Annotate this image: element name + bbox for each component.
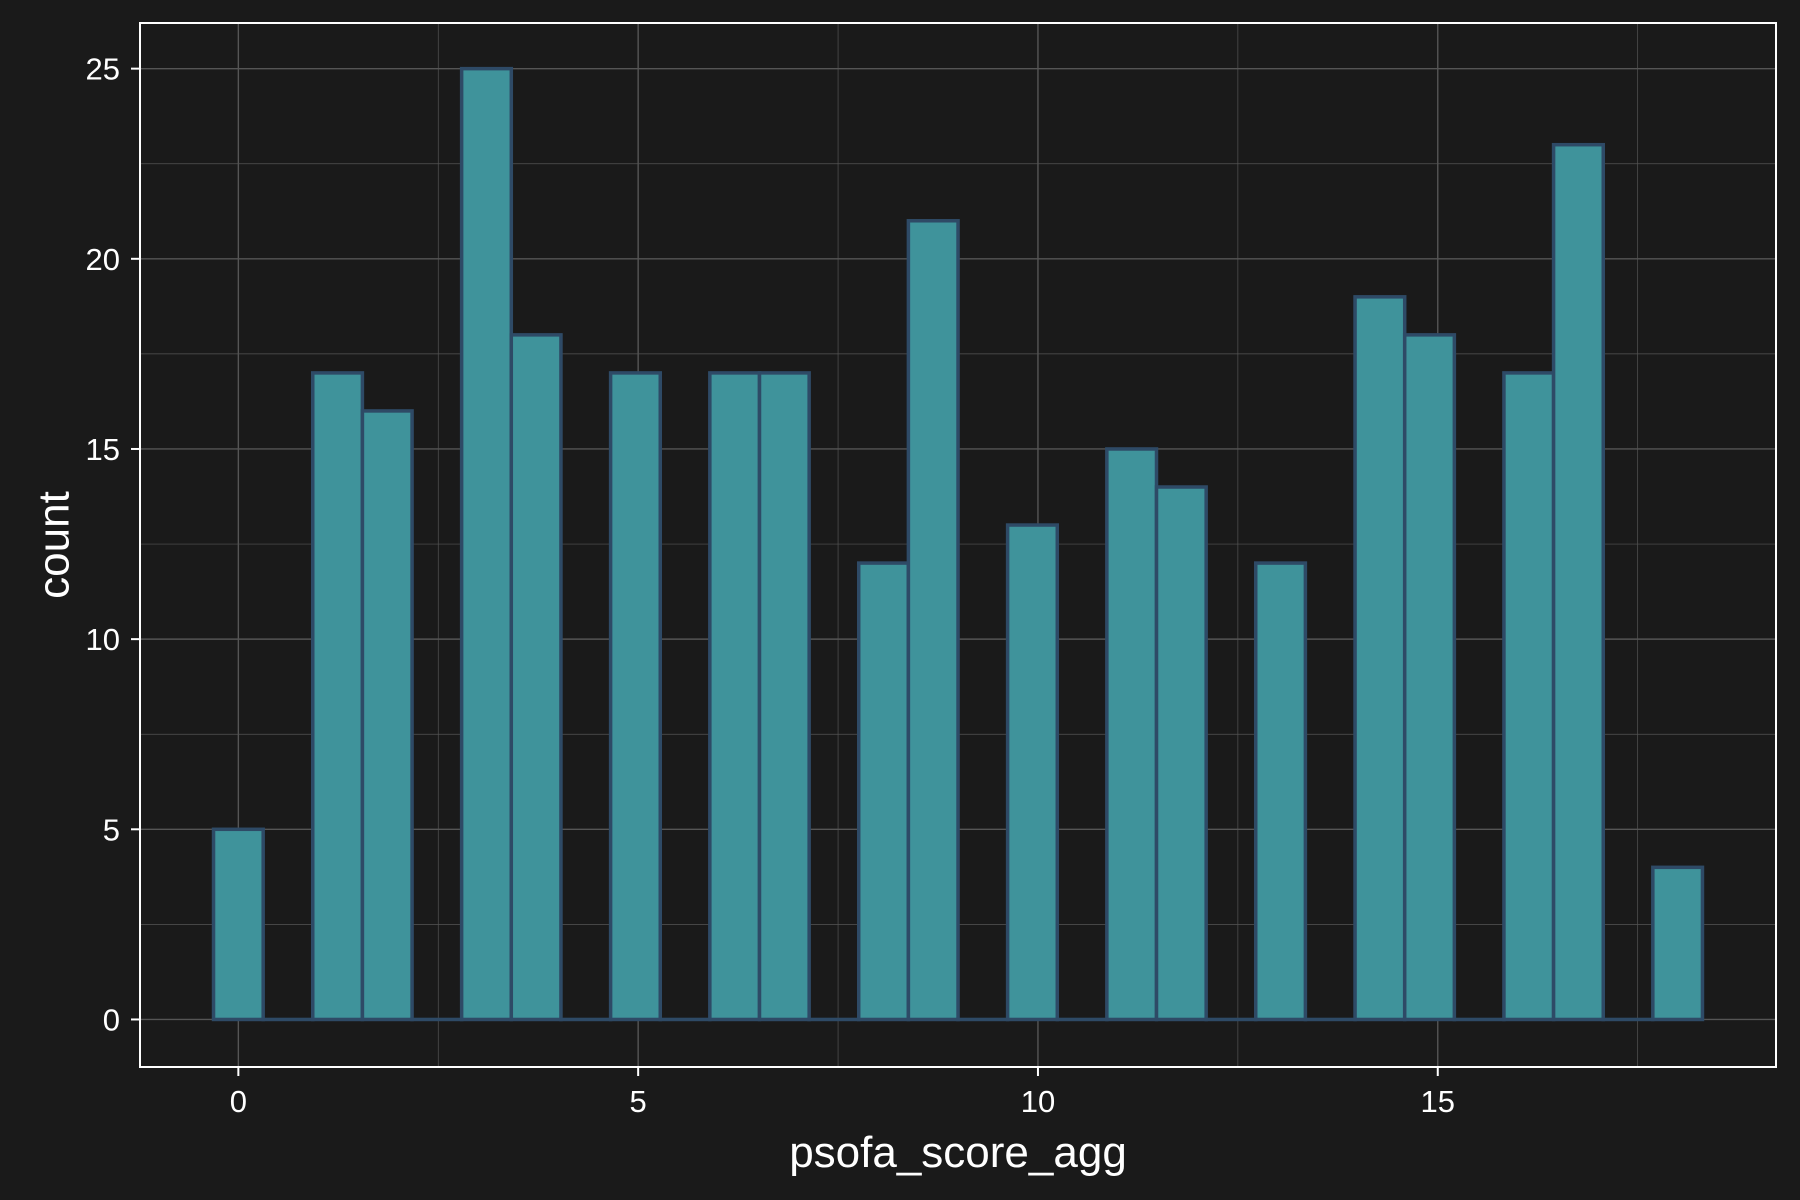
histogram-bar (360, 409, 414, 1022)
panel-border (139, 22, 1777, 1068)
y-axis-title: count (30, 491, 79, 599)
y-tick-label: 10 (86, 622, 120, 657)
histogram-bar (311, 371, 365, 1022)
x-tick-label: 0 (230, 1084, 247, 1119)
histogram-bar (211, 827, 265, 1022)
histogram-bar (708, 371, 762, 1022)
histogram-bar (1105, 447, 1159, 1022)
histogram-bar (856, 561, 911, 1022)
x-tick-label: 5 (630, 1084, 647, 1119)
y-tick-label: 15 (86, 432, 120, 467)
histogram-bar (757, 371, 811, 1022)
y-tick-label: 0 (103, 1002, 120, 1037)
histogram-bar (459, 66, 514, 1022)
histogram-bar (1154, 485, 1208, 1022)
histogram-bar (1005, 523, 1060, 1022)
y-tick-label: 20 (86, 242, 120, 277)
bars (211, 66, 1705, 1022)
x-tick-label: 15 (1421, 1084, 1455, 1119)
histogram-bar (1253, 561, 1308, 1022)
histogram-bar (1402, 333, 1457, 1022)
histogram-bar (608, 371, 663, 1022)
histogram-bar (906, 219, 960, 1022)
x-tick-label: 10 (1021, 1084, 1055, 1119)
histogram-bar (1353, 295, 1407, 1022)
histogram-bar (1502, 371, 1556, 1022)
y-tick-label: 25 (86, 52, 120, 87)
histogram-bar (509, 333, 563, 1022)
histogram-bar (1651, 865, 1705, 1022)
y-tick-label: 5 (103, 812, 120, 847)
histogram-bar (1551, 142, 1605, 1022)
x-axis-title: psofa_score_agg (789, 1128, 1127, 1177)
axes: 0 5 10 15 0 5 10 15 20 25 (86, 52, 1455, 1119)
